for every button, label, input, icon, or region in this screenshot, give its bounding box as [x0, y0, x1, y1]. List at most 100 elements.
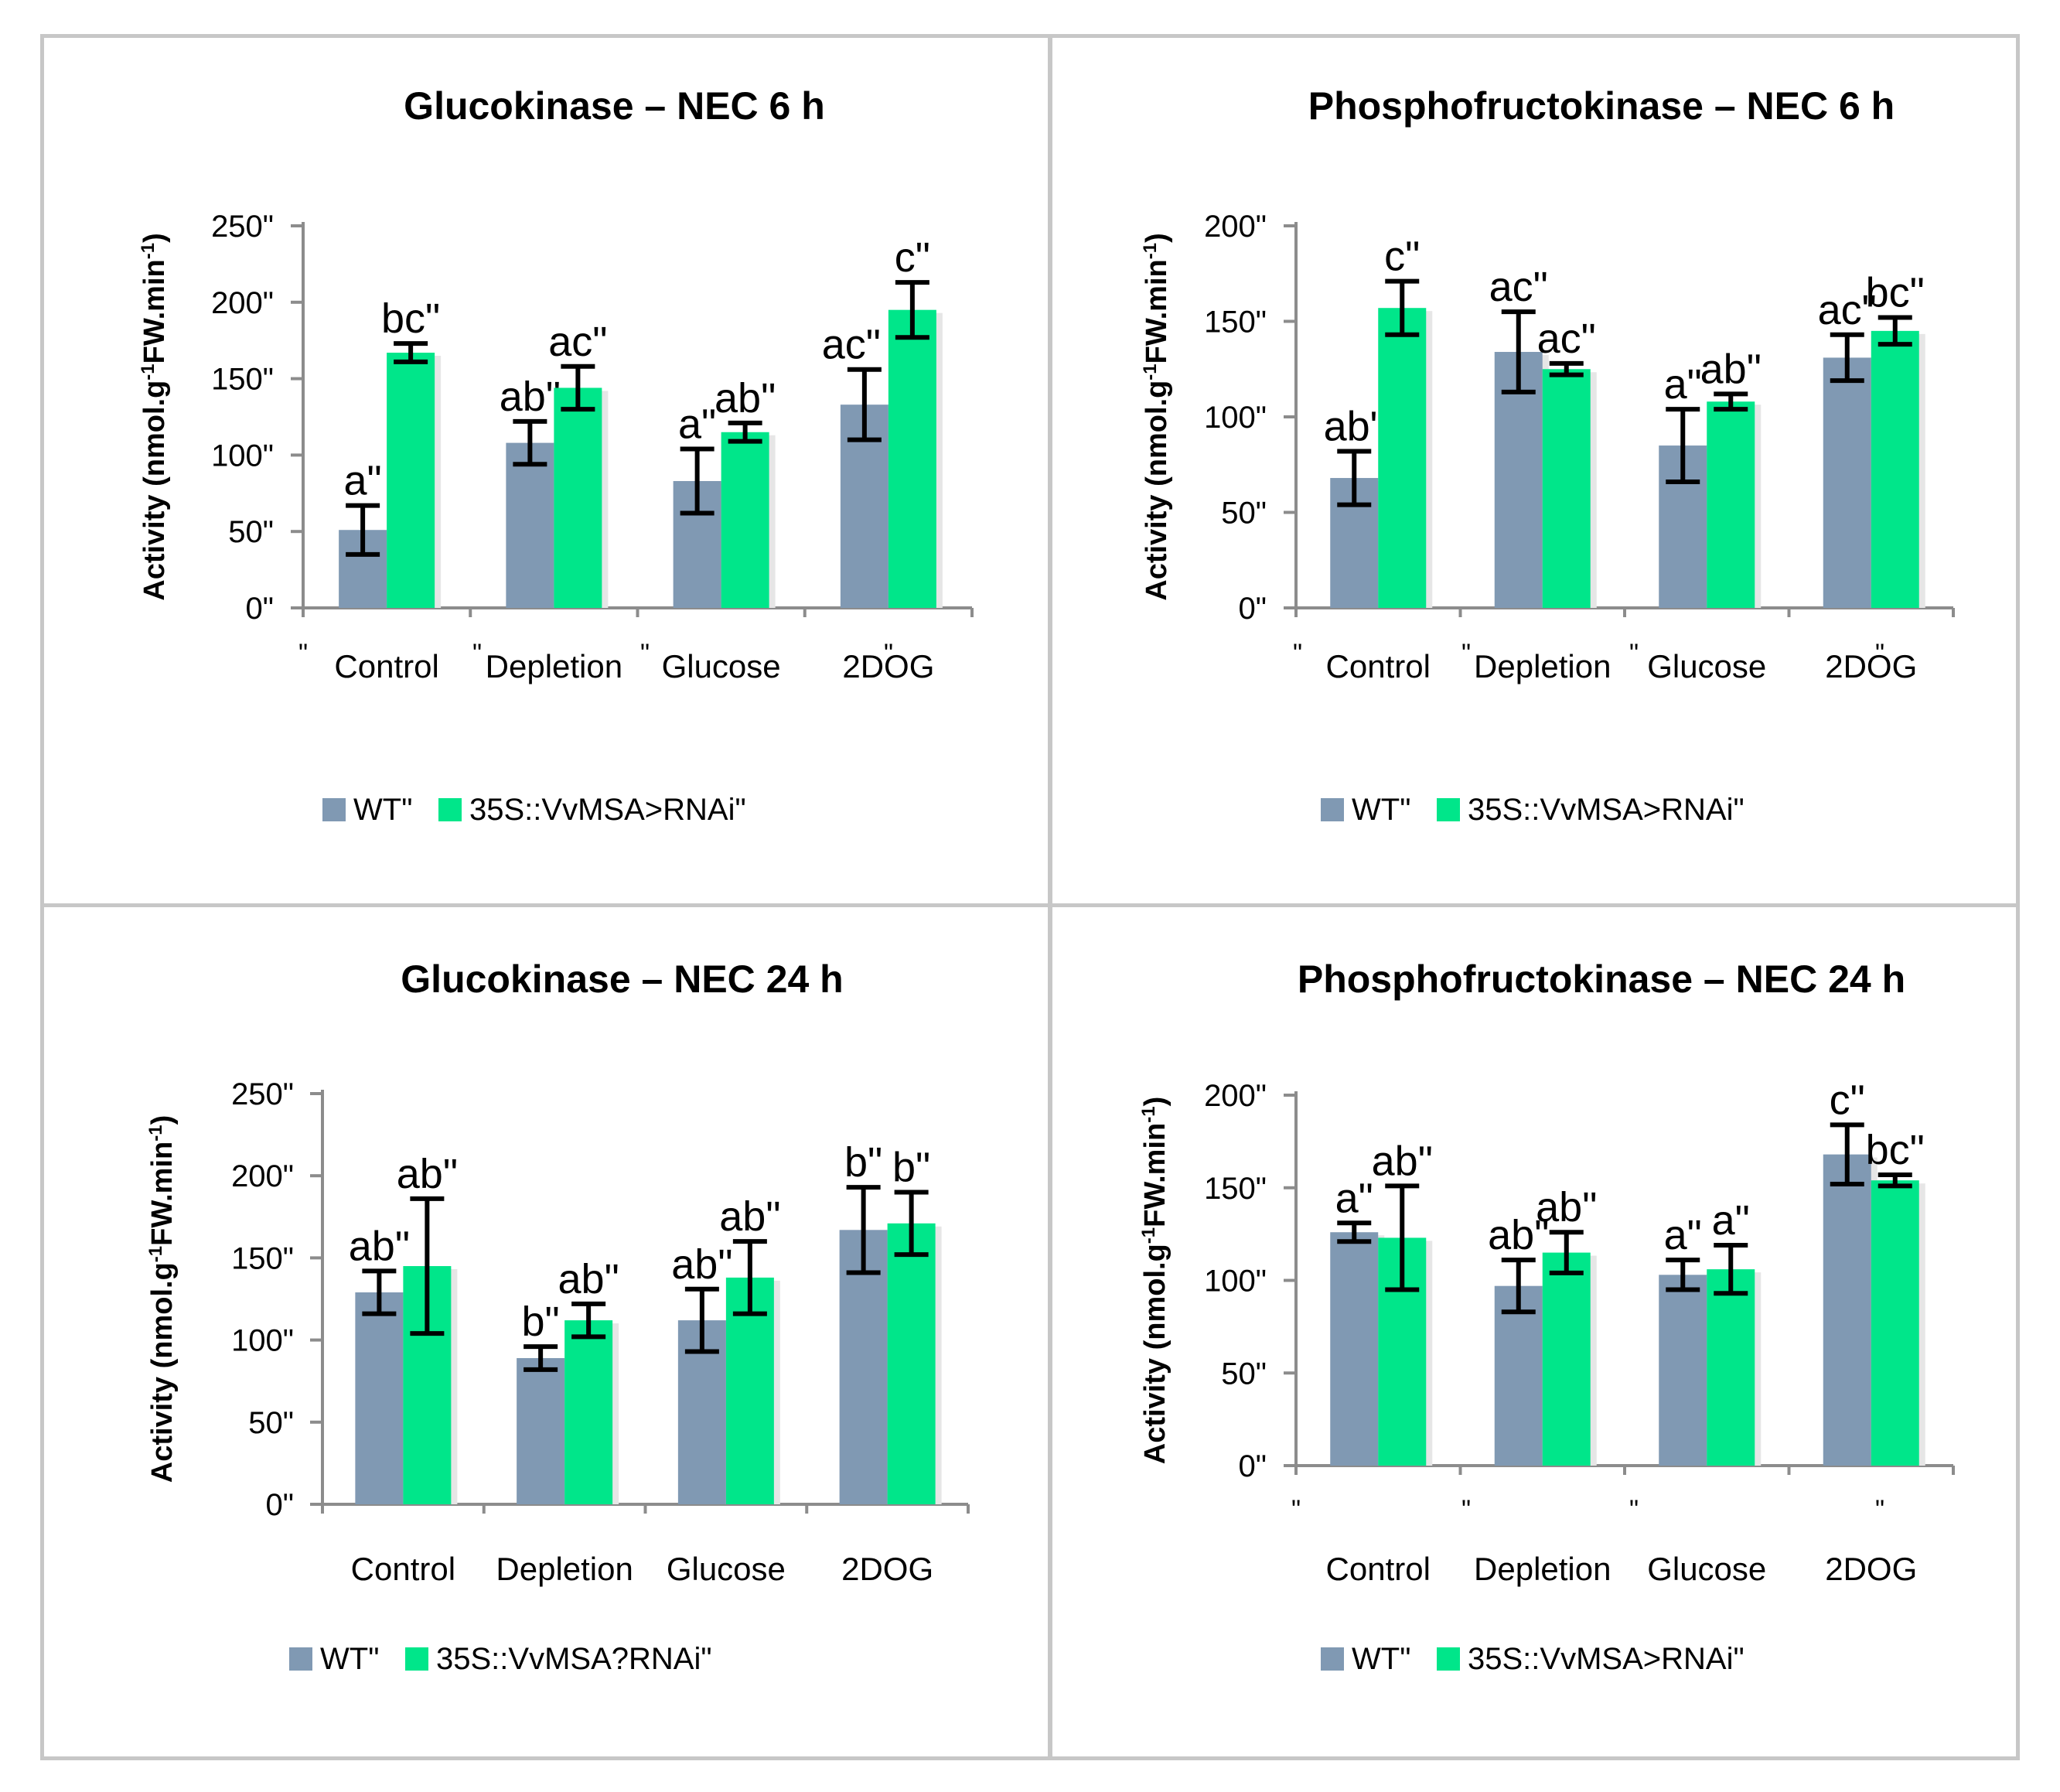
significance-letter: bc"	[1866, 1127, 1925, 1173]
error-bar	[684, 1286, 719, 1354]
legend-label-wt: WT"	[1352, 793, 1410, 827]
y-tick-label: 0"	[1239, 592, 1267, 626]
error-bar	[1830, 332, 1864, 384]
y-tick-label: 0"	[1239, 1449, 1267, 1483]
error-bar	[1666, 1258, 1700, 1292]
x-category-label: Control	[334, 648, 438, 684]
chart-title: Phosphofructokinase – NEC 24 h	[1298, 957, 1905, 1001]
error-bar	[1714, 391, 1748, 412]
significance-letter: ab"	[1324, 403, 1385, 449]
legend-label-rnai: 35S::VvMSA>RNAi"	[1468, 793, 1745, 827]
bar-wt	[1823, 1154, 1871, 1466]
x-category-label: Glucose	[667, 1551, 786, 1587]
legend-swatch-wt	[322, 798, 346, 821]
y-tick-label: 50"	[1221, 1357, 1267, 1391]
significance-letter: a"	[678, 401, 716, 447]
significance-letter: ab"	[671, 1241, 732, 1288]
category-mark: "	[640, 639, 650, 668]
bar-wt	[1494, 352, 1543, 608]
error-bar	[410, 1196, 445, 1336]
category-mark: "	[1629, 639, 1639, 668]
significance-letter: a"	[1664, 1212, 1702, 1258]
y-tick-label: 0"	[246, 592, 274, 626]
error-bar	[1666, 407, 1700, 484]
bar-rnai	[1871, 330, 1919, 608]
significance-letter: c"	[1384, 234, 1420, 280]
significance-letter: ab"	[558, 1256, 619, 1302]
error-bar	[1878, 315, 1912, 347]
significance-letter: ab"	[719, 1193, 780, 1240]
significance-letter: ab"	[715, 375, 776, 422]
y-tick-label: 200"	[1204, 210, 1267, 244]
y-tick-label: 0"	[266, 1488, 294, 1522]
y-tick-label: 250"	[211, 210, 274, 244]
bar-rnai	[888, 309, 936, 608]
significance-letter: ab"	[349, 1223, 410, 1269]
y-axis-label: Activity (nmol.g-1FW.min-1)	[138, 233, 172, 600]
y-tick-label: 50"	[248, 1406, 294, 1440]
category-mark: "	[884, 639, 893, 668]
significance-letter: a"	[344, 458, 382, 504]
x-category-label: Control	[351, 1551, 455, 1587]
bar-wt	[506, 442, 554, 608]
significance-letter: ab"	[500, 374, 561, 420]
chart-panel-glucokinase-24h: Glucokinase – NEC 24 h Activity (nmol.g-1…	[40, 903, 1052, 1760]
x-category-label: 2DOG	[841, 1551, 933, 1587]
x-category-label: Glucose	[662, 648, 781, 684]
bar-wt	[1823, 357, 1871, 608]
category-mark: "	[1629, 1495, 1639, 1524]
significance-letter: c"	[1830, 1077, 1865, 1123]
legend-label-wt: WT"	[353, 793, 412, 827]
legend-label-rnai: 35S::VvMSA>RNAi"	[469, 793, 746, 827]
significance-letter: b"	[522, 1299, 560, 1345]
chart-svg: Phosphofructokinase – NEC 6 h Activity (n…	[1140, 84, 1955, 827]
category-mark: "	[472, 639, 482, 668]
error-bar	[895, 280, 929, 340]
significance-letter: bc"	[1866, 270, 1925, 316]
error-bar	[362, 1268, 397, 1316]
bar-rnai	[564, 1320, 613, 1504]
error-bar	[680, 446, 715, 516]
bar-rnai	[1707, 401, 1755, 608]
error-bar	[346, 503, 380, 557]
legend-label-rnai: 35S::VvMSA>RNAi"	[1468, 1642, 1745, 1676]
y-tick-label: 50"	[1221, 497, 1267, 531]
error-bar	[1714, 1242, 1748, 1296]
category-mark: "	[1461, 1495, 1471, 1524]
significance-letter: c"	[895, 234, 930, 281]
category-mark: "	[1293, 639, 1302, 668]
error-bar	[1337, 449, 1372, 507]
error-bar	[847, 367, 882, 442]
x-category-label: 2DOG	[1825, 648, 1917, 684]
chart-svg: Phosphofructokinase – NEC 24 h Activity (…	[1138, 957, 1955, 1676]
error-bar	[728, 420, 762, 444]
category-mark: "	[1875, 639, 1884, 668]
legend-swatch-rnai	[438, 798, 462, 821]
error-bar	[561, 364, 595, 412]
chart-panel-phosphofructokinase-24h: Phosphofructokinase – NEC 24 h Activity (…	[1049, 903, 2020, 1760]
y-tick-label: 200"	[231, 1159, 294, 1193]
legend-swatch-rnai	[1437, 798, 1460, 821]
chart-svg: Glucokinase – NEC 6 h Activity (nmol.g-1F…	[138, 84, 974, 827]
significance-letter: ab"	[397, 1151, 458, 1197]
significance-letter: a"	[1712, 1197, 1750, 1244]
error-bar	[1337, 1220, 1372, 1244]
y-tick-label: 250"	[231, 1077, 294, 1111]
chart-svg: Glucokinase – NEC 24 h Activity (nmol.g-1…	[145, 957, 970, 1676]
legend-label-wt: WT"	[1352, 1642, 1410, 1676]
bar-wt	[355, 1292, 404, 1504]
bar-rnai	[387, 353, 435, 608]
category-mark: "	[298, 639, 308, 668]
significance-letter: ac"	[1489, 264, 1548, 310]
error-bar	[846, 1185, 881, 1275]
significance-letter: a"	[1664, 361, 1702, 408]
legend-label-wt: WT"	[320, 1642, 379, 1676]
chart-title: Phosphofructokinase – NEC 6 h	[1308, 84, 1895, 128]
legend-swatch-wt	[1321, 798, 1344, 821]
x-category-label: Depletion	[486, 648, 622, 684]
x-category-label: Control	[1326, 648, 1431, 684]
significance-letter: bc"	[381, 295, 440, 342]
y-tick-label: 150"	[1204, 1172, 1267, 1206]
legend-swatch-rnai	[1437, 1647, 1460, 1671]
